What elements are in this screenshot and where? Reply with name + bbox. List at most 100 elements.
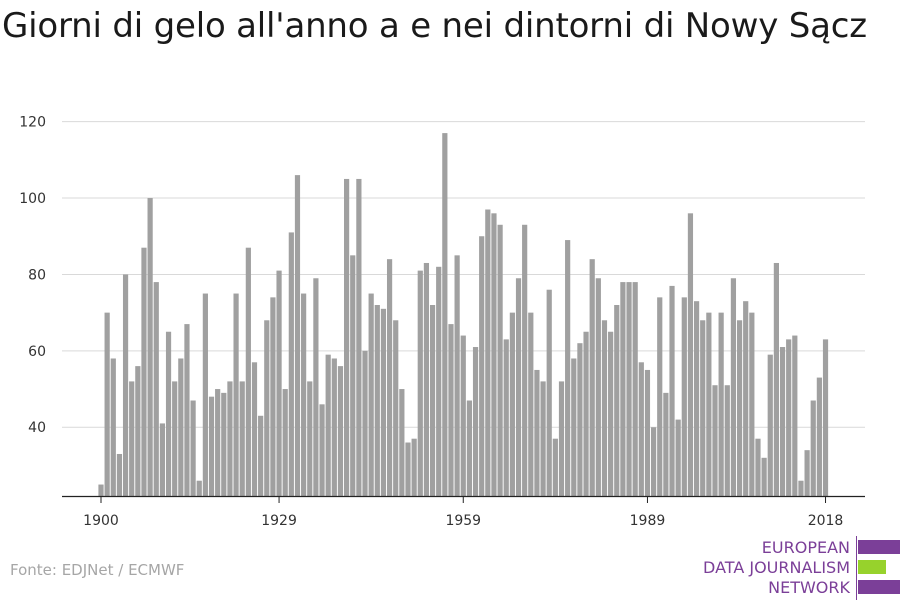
bar-2015[interactable] [804, 450, 810, 496]
bar-1921[interactable] [227, 381, 233, 496]
bar-1955[interactable] [436, 266, 442, 496]
bar-1929[interactable] [276, 270, 282, 496]
bar-1974[interactable] [552, 438, 558, 496]
bar-1992[interactable] [663, 392, 669, 496]
bar-1912[interactable] [172, 381, 178, 496]
bar-2004[interactable] [736, 320, 743, 496]
bar-1918[interactable] [208, 396, 215, 496]
bar-1940[interactable] [344, 178, 350, 496]
bar-2013[interactable] [792, 335, 798, 496]
bar-1989[interactable] [644, 369, 651, 496]
bar-1937[interactable] [325, 354, 331, 496]
bar-1930[interactable] [282, 389, 288, 496]
bar-2001[interactable] [718, 312, 724, 496]
bar-1932[interactable] [294, 175, 301, 496]
bar-2000[interactable] [712, 385, 718, 496]
bar-1908[interactable] [147, 198, 153, 497]
bar-1902[interactable] [110, 358, 116, 496]
bar-1962[interactable] [479, 236, 485, 497]
bar-1928[interactable] [270, 297, 276, 496]
bar-2005[interactable] [743, 301, 749, 496]
bar-1999[interactable] [706, 312, 712, 496]
bar-1956[interactable] [442, 133, 448, 496]
bar-2018[interactable] [822, 339, 829, 496]
bar-1973[interactable] [546, 289, 552, 496]
bar-1910[interactable] [159, 423, 165, 496]
bar-1964[interactable] [491, 213, 497, 496]
bar-1994[interactable] [675, 419, 681, 496]
bar-1966[interactable] [503, 339, 509, 496]
bar-1950[interactable] [405, 442, 411, 496]
bar-1983[interactable] [608, 331, 614, 496]
bar-1977[interactable] [571, 358, 577, 496]
bar-1909[interactable] [153, 282, 159, 496]
bar-1913[interactable] [178, 358, 184, 496]
bar-1959[interactable] [460, 335, 466, 496]
bar-1998[interactable] [700, 320, 706, 496]
bar-2010[interactable] [773, 262, 779, 496]
bar-1944[interactable] [368, 293, 374, 496]
bar-1987[interactable] [632, 282, 638, 496]
bar-1995[interactable] [681, 297, 687, 496]
bar-1935[interactable] [313, 278, 319, 496]
bar-1906[interactable] [135, 366, 141, 496]
bar-1946[interactable] [380, 308, 387, 496]
bar-1907[interactable] [141, 247, 147, 496]
bar-1951[interactable] [411, 438, 417, 496]
bar-1923[interactable] [239, 381, 245, 496]
bar-2007[interactable] [755, 438, 761, 496]
bar-1952[interactable] [417, 270, 423, 496]
bar-2016[interactable] [810, 400, 816, 497]
bar-1957[interactable] [448, 324, 454, 496]
bar-2012[interactable] [786, 339, 792, 496]
bar-1942[interactable] [356, 178, 362, 496]
bar-1943[interactable] [362, 350, 368, 496]
bar-1931[interactable] [288, 232, 294, 497]
bar-1953[interactable] [423, 262, 430, 496]
bar-1972[interactable] [540, 381, 546, 496]
bar-1945[interactable] [374, 305, 380, 496]
bar-1965[interactable] [497, 224, 503, 496]
bar-1969[interactable] [522, 224, 528, 496]
bar-1927[interactable] [264, 320, 270, 496]
bar-1960[interactable] [466, 400, 472, 497]
bar-1993[interactable] [669, 285, 675, 496]
bar-1988[interactable] [638, 362, 644, 496]
bar-2003[interactable] [730, 278, 737, 496]
bar-1904[interactable] [122, 274, 129, 496]
bar-1949[interactable] [399, 389, 405, 496]
bar-1947[interactable] [386, 259, 393, 496]
bar-1985[interactable] [620, 282, 626, 496]
bar-1900[interactable] [98, 484, 104, 496]
bar-1990[interactable] [651, 427, 657, 496]
bar-1914[interactable] [184, 324, 190, 496]
bar-1968[interactable] [515, 278, 522, 496]
bar-1924[interactable] [245, 247, 251, 496]
bar-1905[interactable] [129, 381, 135, 496]
bar-1926[interactable] [258, 415, 264, 496]
bar-1980[interactable] [589, 259, 595, 496]
bar-1979[interactable] [583, 331, 589, 496]
bar-1984[interactable] [614, 305, 620, 496]
bar-1961[interactable] [472, 347, 479, 496]
bar-1938[interactable] [331, 358, 337, 496]
bar-1981[interactable] [595, 278, 601, 496]
bar-1915[interactable] [190, 400, 196, 497]
bar-1982[interactable] [601, 320, 608, 496]
bar-1939[interactable] [337, 366, 344, 496]
bar-2006[interactable] [749, 312, 755, 496]
bar-1934[interactable] [307, 381, 313, 496]
bar-2014[interactable] [798, 480, 804, 496]
bar-1986[interactable] [626, 282, 632, 496]
bar-1975[interactable] [558, 381, 565, 496]
bar-1925[interactable] [251, 362, 258, 496]
bar-1978[interactable] [577, 343, 583, 496]
bar-2011[interactable] [779, 347, 786, 496]
bar-1997[interactable] [693, 301, 700, 496]
bar-1916[interactable] [196, 480, 202, 496]
bar-1919[interactable] [215, 389, 221, 496]
bar-1954[interactable] [429, 305, 436, 496]
bar-1903[interactable] [116, 453, 123, 496]
bar-1917[interactable] [202, 293, 208, 496]
bar-1936[interactable] [319, 404, 325, 496]
